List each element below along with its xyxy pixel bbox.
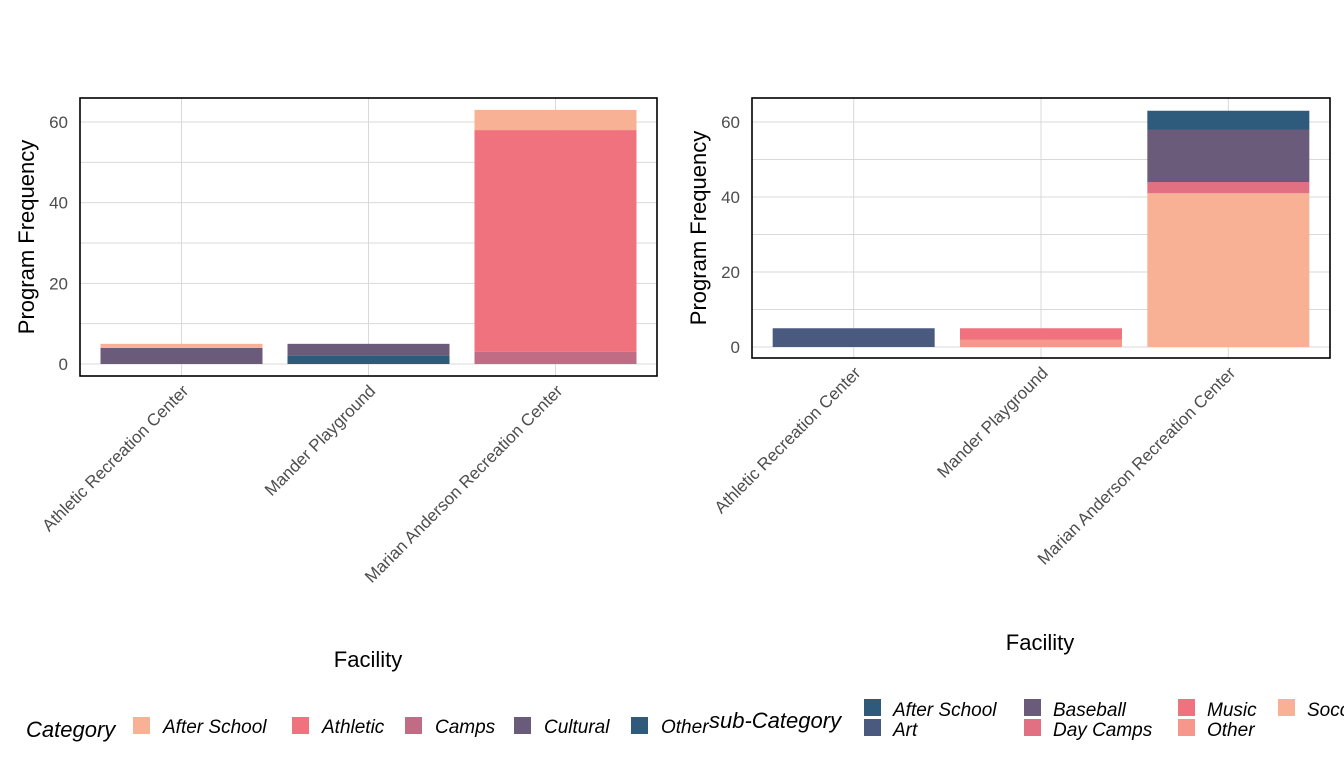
y-tick-label: 60 bbox=[49, 113, 68, 132]
legend-key-after-school bbox=[133, 717, 150, 734]
bar-after-school-athletic-recreation-center bbox=[100, 343, 263, 348]
legend-key-day-camps bbox=[1024, 719, 1041, 736]
y-tick-label: 20 bbox=[721, 263, 740, 282]
bar-athletic-marian-anderson-recreation-center bbox=[474, 130, 637, 352]
legend-label: Other bbox=[1207, 720, 1255, 741]
plot-frame bbox=[751, 97, 1331, 359]
legend-key-music bbox=[1178, 699, 1195, 716]
x-tick-label: Athletic Recreation Center bbox=[711, 363, 865, 517]
y-axis-title: Program Frequency bbox=[686, 131, 711, 325]
legend-category: Category After School Athletic Camps Cultura… bbox=[26, 717, 709, 742]
bar-after-school-marian-anderson-recreation-center bbox=[1147, 110, 1310, 130]
legend-label: Camps bbox=[435, 717, 496, 738]
legend-key-after-school bbox=[864, 699, 881, 716]
x-tick-label: Mander Playground bbox=[933, 363, 1051, 481]
x-tick-label: Marian Anderson Recreation Center bbox=[361, 381, 566, 586]
bar-camps-marian-anderson-recreation-center bbox=[474, 351, 637, 364]
legend-label: Music bbox=[1207, 700, 1257, 721]
legend-label: After School bbox=[892, 700, 997, 721]
legend-label: Other bbox=[661, 717, 709, 738]
y-tick-label: 40 bbox=[721, 188, 740, 207]
plot-frame bbox=[79, 97, 658, 377]
y-axis-title: Program Frequency bbox=[14, 140, 39, 334]
legend-label: Soccer bbox=[1307, 700, 1344, 721]
x-axis-title: Facility bbox=[1006, 630, 1074, 655]
x-tick-label: Marian Anderson Recreation Center bbox=[1034, 363, 1239, 568]
bar-other-mander-playground bbox=[960, 339, 1122, 347]
legend-label: Day Camps bbox=[1053, 720, 1153, 741]
bar-cultural-athletic-recreation-center bbox=[100, 347, 263, 364]
legend-key-athletic bbox=[292, 717, 309, 734]
bar-day-camps-marian-anderson-recreation-center bbox=[1147, 182, 1310, 194]
bar-after-school-marian-anderson-recreation-center bbox=[474, 109, 637, 131]
chart-sub-category: 0 20 40 60 Athletic Recreation Center Mander … bbox=[686, 97, 1331, 655]
legend-title: sub-Category bbox=[709, 708, 843, 733]
legend-label: Athletic bbox=[321, 717, 385, 738]
bar-soccer-marian-anderson-recreation-center bbox=[1147, 193, 1310, 347]
legend-key-other bbox=[631, 717, 648, 734]
chart-category: 0 20 40 60 Athletic Recreation Center Mander … bbox=[14, 97, 658, 672]
legend-key-other bbox=[1178, 719, 1195, 736]
legend-key-baseball bbox=[1024, 699, 1041, 716]
legend-label: Cultural bbox=[544, 717, 610, 738]
legend-title: Category bbox=[26, 717, 117, 742]
legend-key-cultural bbox=[514, 717, 531, 734]
legend-label: Art bbox=[892, 720, 918, 741]
legend-key-art bbox=[864, 719, 881, 736]
y-tick-label: 40 bbox=[49, 194, 68, 213]
bar-other-mander-playground bbox=[287, 355, 450, 364]
legend-label: Baseball bbox=[1053, 700, 1127, 721]
y-tick-label: 0 bbox=[731, 338, 740, 357]
y-tick-label: 0 bbox=[59, 355, 68, 374]
x-axis-title: Facility bbox=[334, 647, 402, 672]
bar-art-athletic-recreation-center bbox=[772, 328, 935, 347]
bar-music-mander-playground bbox=[960, 328, 1122, 340]
bar-cultural-mander-playground bbox=[287, 343, 450, 356]
y-tick-label: 20 bbox=[49, 274, 68, 293]
legend-key-camps bbox=[405, 717, 422, 734]
x-tick-label: Athletic Recreation Center bbox=[39, 381, 193, 535]
bar-baseball-marian-anderson-recreation-center bbox=[1147, 129, 1310, 182]
legend-key-soccer bbox=[1278, 699, 1295, 716]
y-tick-label: 60 bbox=[721, 113, 740, 132]
x-tick-label: Mander Playground bbox=[261, 381, 379, 499]
legend-label: After School bbox=[162, 717, 267, 738]
